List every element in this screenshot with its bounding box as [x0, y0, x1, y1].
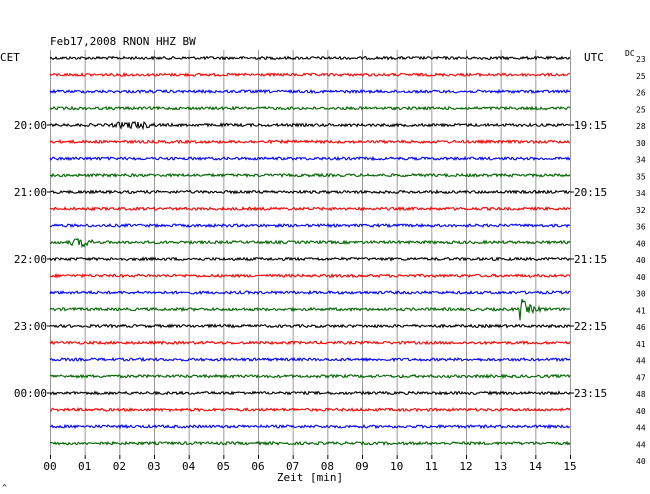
left-axis-label: CET — [0, 51, 20, 64]
dc-value-7: 35 — [636, 172, 646, 181]
dc-value-12: 40 — [636, 256, 646, 265]
left-time-label-row-16: 23:00 — [14, 320, 47, 333]
x-tick-label-01: 01 — [78, 460, 91, 473]
trace-row-13 — [49, 272, 571, 279]
x-tick-label-15: 15 — [563, 460, 576, 473]
left-time-label-row-4: 20:00 — [14, 119, 47, 132]
dc-value-9: 32 — [636, 206, 646, 215]
trace-row-23 — [49, 440, 571, 447]
x-tick-label-05: 05 — [217, 460, 230, 473]
dc-value-19: 47 — [636, 373, 646, 382]
trace-row-14 — [49, 289, 571, 296]
dc-value-3: 25 — [636, 105, 646, 114]
right-time-label-row-12: 21:15 — [574, 253, 607, 266]
left-time-labels: 20:00 21:00 22:00 23:00 00:00 — [14, 119, 50, 400]
chart-title: Feb17,2008 RNON HHZ BW — [50, 35, 196, 48]
trace-row-17 — [49, 339, 571, 346]
x-axis-label: Zeit [min] — [277, 471, 343, 484]
trace-row-2 — [49, 88, 571, 95]
right-time-label-row-4: 19:15 — [574, 119, 607, 132]
dc-value-5: 30 — [636, 139, 646, 148]
x-tick-label-13: 13 — [494, 460, 507, 473]
left-time-label-row-12: 22:00 — [14, 253, 47, 266]
x-tick-label-12: 12 — [459, 460, 472, 473]
trace-row-21 — [49, 406, 571, 413]
x-tick-label-03: 03 — [147, 460, 160, 473]
right-time-labels: 19:15 20:15 21:15 22:15 23:15 — [570, 119, 607, 400]
right-time-label-row-20: 23:15 — [574, 387, 607, 400]
trace-row-0 — [49, 55, 571, 61]
dc-value-20: 48 — [636, 390, 646, 399]
trace-row-20 — [49, 390, 571, 396]
trace-row-19 — [49, 373, 571, 380]
trace-row-4 — [49, 120, 571, 131]
left-time-label-row-8: 21:00 — [14, 186, 47, 199]
dc-header: DC — [625, 49, 635, 58]
dc-value-13: 40 — [636, 273, 646, 282]
dc-value-8: 34 — [636, 189, 646, 198]
corner-mark: ^ — [2, 483, 7, 492]
dc-value-2: 26 — [636, 89, 646, 98]
x-tick-label-06: 06 — [251, 460, 264, 473]
right-axis-label: UTC — [584, 51, 604, 64]
x-tick-label-04: 04 — [182, 460, 196, 473]
x-tick-label-10: 10 — [390, 460, 403, 473]
dc-value-4: 28 — [636, 122, 646, 131]
dc-value-23: 44 — [636, 440, 646, 449]
trace-row-10 — [49, 222, 571, 229]
dc-value-6: 34 — [636, 156, 646, 165]
dc-value-15: 41 — [636, 306, 646, 315]
dc-value-24: 40 — [636, 457, 646, 466]
trace-row-11 — [49, 237, 571, 249]
dc-value-18: 44 — [636, 357, 646, 366]
dc-value-10: 36 — [636, 223, 646, 232]
x-tick-label-11: 11 — [425, 460, 438, 473]
x-tick-labels: 00 01 02 03 04 05 06 07 08 09 10 11 12 13 14 15 — [43, 455, 577, 473]
dc-value-0: 23 — [636, 55, 646, 64]
dc-value-14: 30 — [636, 290, 646, 299]
trace-row-7 — [49, 172, 571, 179]
trace-row-18 — [49, 356, 571, 363]
trace-row-16 — [49, 323, 571, 329]
x-tick-label-02: 02 — [113, 460, 126, 473]
trace-row-5 — [49, 139, 571, 145]
seismic-traces — [49, 55, 571, 447]
dc-value-11: 40 — [636, 239, 646, 248]
left-time-label-row-20: 00:00 — [14, 387, 47, 400]
dc-value-22: 44 — [636, 424, 646, 433]
dc-offset-values: 23 25 26 25 28 30 34 35 34 32 36 40 40 40 30 41 46 41 44 47… — [636, 55, 646, 466]
trace-row-15 — [49, 298, 571, 321]
right-time-label-row-8: 20:15 — [574, 186, 607, 199]
x-tick-label-07: 07 — [286, 460, 299, 473]
trace-row-1 — [49, 71, 571, 78]
trace-row-12 — [49, 256, 571, 262]
dc-value-17: 41 — [636, 340, 646, 349]
right-time-label-row-16: 22:15 — [574, 320, 607, 333]
trace-row-22 — [49, 423, 571, 430]
dc-value-21: 40 — [636, 407, 646, 416]
minute-grid — [50, 50, 571, 455]
x-tick-label-09: 09 — [355, 460, 368, 473]
x-tick-label-14: 14 — [529, 460, 543, 473]
dc-value-16: 46 — [636, 323, 646, 332]
trace-row-8 — [49, 189, 571, 195]
trace-row-3 — [49, 105, 571, 111]
x-tick-label-00: 00 — [43, 460, 56, 473]
dc-value-1: 25 — [636, 72, 646, 81]
trace-row-9 — [49, 205, 571, 212]
x-tick-label-08: 08 — [321, 460, 334, 473]
trace-row-6 — [49, 155, 571, 162]
